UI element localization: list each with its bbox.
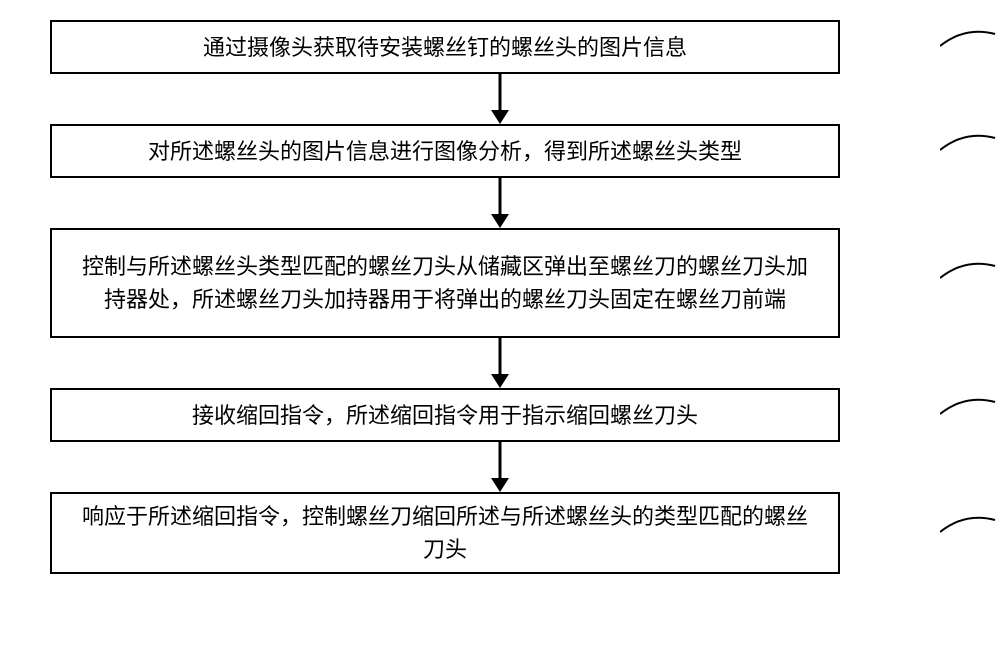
step-text-3: 控制与所述螺丝头类型匹配的螺丝刀头从储藏区弹出至螺丝刀的螺丝刀头加持器处，所述螺… bbox=[72, 250, 818, 316]
step-text-4: 接收缩回指令，所述缩回指令用于指示缩回螺丝刀头 bbox=[192, 399, 698, 432]
step-row-2: 对所述螺丝头的图片信息进行图像分析，得到所述螺丝头类型 202 bbox=[50, 124, 950, 178]
step-box-3: 控制与所述螺丝头类型匹配的螺丝刀头从储藏区弹出至螺丝刀的螺丝刀头加持器处，所述螺… bbox=[50, 228, 840, 338]
connector-curve-4 bbox=[940, 394, 1000, 424]
arrow-2-3 bbox=[105, 178, 895, 228]
step-row-3: 控制与所述螺丝头类型匹配的螺丝刀头从储藏区弹出至螺丝刀的螺丝刀头加持器处，所述螺… bbox=[50, 228, 950, 338]
arrow-3-4 bbox=[105, 338, 895, 388]
connector-curve-3 bbox=[940, 258, 1000, 288]
step-text-5: 响应于所述缩回指令，控制螺丝刀缩回所述与所述螺丝头的类型匹配的螺丝刀头 bbox=[72, 500, 818, 566]
step-row-5: 响应于所述缩回指令，控制螺丝刀缩回所述与所述螺丝头的类型匹配的螺丝刀头 205 bbox=[50, 492, 950, 574]
arrow-4-5 bbox=[105, 442, 895, 492]
flowchart-container: 通过摄像头获取待安装螺丝钉的螺丝头的图片信息 201 对所述螺丝头的图片信息进行… bbox=[50, 20, 950, 574]
step-box-5: 响应于所述缩回指令，控制螺丝刀缩回所述与所述螺丝头的类型匹配的螺丝刀头 bbox=[50, 492, 840, 574]
step-row-1: 通过摄像头获取待安装螺丝钉的螺丝头的图片信息 201 bbox=[50, 20, 950, 74]
connector-curve-5 bbox=[940, 512, 1000, 542]
step-box-1: 通过摄像头获取待安装螺丝钉的螺丝头的图片信息 bbox=[50, 20, 840, 74]
step-text-1: 通过摄像头获取待安装螺丝钉的螺丝头的图片信息 bbox=[203, 31, 687, 64]
arrow-1-2 bbox=[105, 74, 895, 124]
step-box-4: 接收缩回指令，所述缩回指令用于指示缩回螺丝刀头 bbox=[50, 388, 840, 442]
connector-curve-1 bbox=[940, 26, 1000, 56]
step-text-2: 对所述螺丝头的图片信息进行图像分析，得到所述螺丝头类型 bbox=[148, 135, 742, 168]
step-box-2: 对所述螺丝头的图片信息进行图像分析，得到所述螺丝头类型 bbox=[50, 124, 840, 178]
connector-curve-2 bbox=[940, 130, 1000, 160]
step-row-4: 接收缩回指令，所述缩回指令用于指示缩回螺丝刀头 204 bbox=[50, 388, 950, 442]
